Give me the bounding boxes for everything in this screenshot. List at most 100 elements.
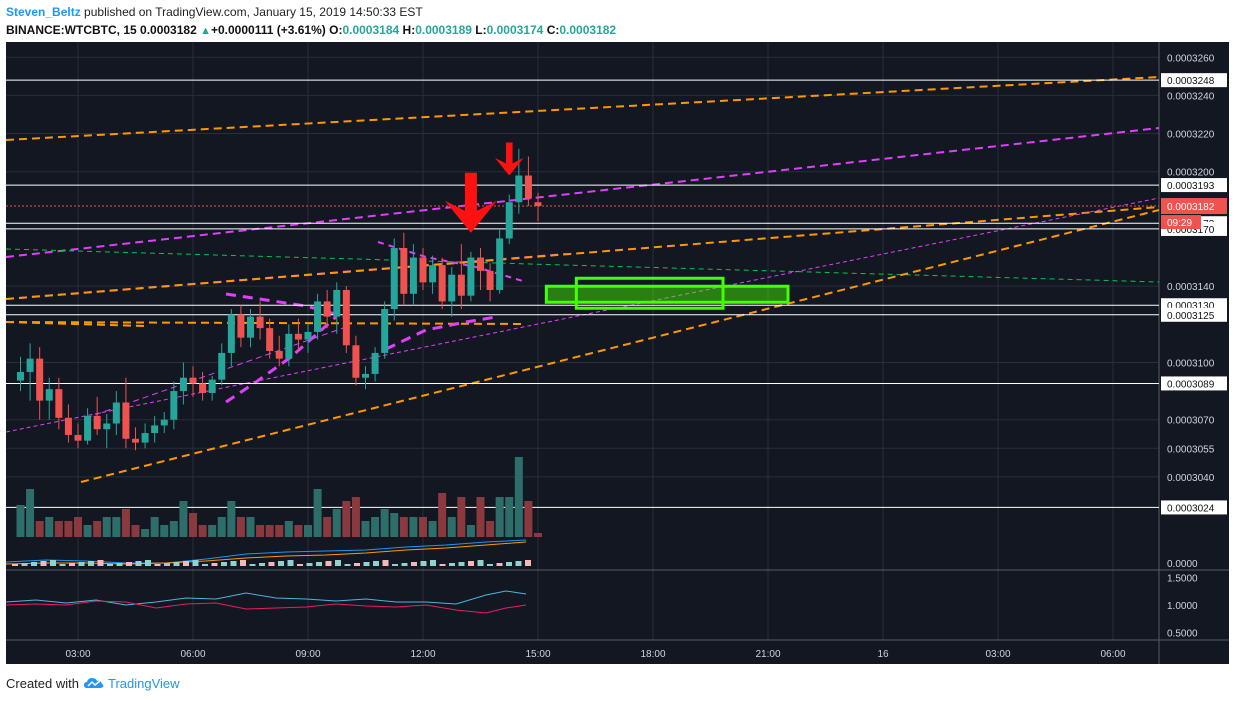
- volume-bar: [313, 489, 322, 537]
- macd-histogram-bar: [145, 560, 151, 566]
- magenta-wedge-lower: [225, 315, 337, 404]
- volume-bar: [390, 513, 399, 537]
- price-tick-label: 0.0003240: [1167, 91, 1215, 102]
- green-target-zone: [544, 284, 790, 304]
- candle-body: [170, 391, 178, 420]
- low-label: L:: [475, 23, 487, 37]
- candle-body: [409, 257, 417, 294]
- volume-bar: [93, 521, 102, 537]
- macd-histogram-bar: [31, 562, 37, 566]
- candle-body: [294, 333, 302, 340]
- volume-bar: [121, 509, 130, 537]
- symbol-name: BINANCE:WTCBTC, 15: [6, 23, 137, 37]
- macd-histogram-bar: [21, 563, 28, 566]
- volume-bar: [323, 517, 332, 537]
- last-price-label: 0.0003182: [1167, 202, 1215, 213]
- created-with-text: Created with: [6, 676, 79, 691]
- volume-bar: [380, 509, 389, 537]
- red-down-arrow-shape: [494, 142, 524, 176]
- candle-body: [362, 373, 369, 378]
- candle-body: [160, 419, 168, 426]
- volume-bar: [294, 525, 303, 537]
- volume-bar: [64, 521, 73, 537]
- macd-histogram-bar: [297, 564, 303, 566]
- macd-histogram-bar: [449, 563, 455, 566]
- tradingview-link[interactable]: TradingView: [108, 676, 180, 691]
- macd-histogram-bar: [487, 564, 493, 566]
- macd-histogram-bar: [373, 561, 379, 566]
- price-tick-label: 0.0003040: [1167, 473, 1215, 484]
- volume-bar: [438, 493, 447, 537]
- macd-histogram-bar: [78, 562, 85, 566]
- price-tick-label: 0.0003140: [1167, 282, 1215, 293]
- macd-histogram-bar: [59, 564, 66, 566]
- candle-body: [314, 301, 322, 332]
- level-label: 0.0003024: [1167, 503, 1215, 514]
- last-price-label-bg: [1161, 198, 1227, 215]
- author-name[interactable]: Steven_Beltz: [6, 5, 81, 19]
- macd-histogram-bar: [458, 562, 465, 566]
- macd-histogram-bar: [515, 561, 522, 566]
- candle-body: [381, 309, 389, 353]
- macd-histogram-bar: [506, 562, 512, 566]
- macd-histogram-bar: [392, 564, 398, 566]
- volume-bar: [246, 517, 255, 537]
- volume-bar: [160, 525, 169, 537]
- chart-svg[interactable]: 0.0003260 0.0003240 0.0003220 0.0003200 0.00…: [6, 42, 1229, 664]
- volume-bar: [419, 517, 427, 537]
- candle-body: [486, 270, 494, 290]
- macd-histogram-bar: [12, 564, 18, 566]
- candle-body: [132, 438, 139, 443]
- ratio-tick-label: 0.5000: [1167, 629, 1198, 640]
- time-tick-label: 12:00: [410, 649, 435, 660]
- volume-bar: [112, 517, 121, 537]
- macd-histogram-bar: [496, 563, 503, 566]
- candle-body: [45, 389, 53, 401]
- volume-bar: [466, 525, 475, 537]
- candle-body: [84, 415, 92, 441]
- red-down-arrow-shape: [444, 172, 497, 233]
- candle-body: [467, 257, 475, 296]
- trendline-orange-flat: [6, 321, 147, 327]
- candle-body: [199, 383, 207, 393]
- time-tick-label: 16: [877, 649, 889, 660]
- level-label: 0.0003089: [1167, 379, 1215, 390]
- high-value: 0.0003189: [415, 23, 472, 37]
- trendline-green: [6, 248, 1160, 283]
- volume-bar: [495, 497, 504, 537]
- candle-body: [247, 316, 254, 338]
- level-label: 0.0003130: [1167, 301, 1215, 312]
- candle-body: [333, 289, 341, 317]
- red-down-arrow-icon: [494, 142, 524, 176]
- open-label: O:: [329, 23, 343, 37]
- macd-histogram-bar: [525, 560, 531, 566]
- volume-bar: [141, 529, 150, 537]
- macd-histogram-bar: [154, 564, 161, 566]
- volume-bar: [131, 525, 140, 537]
- candle-body: [505, 202, 513, 239]
- candle-body: [534, 202, 542, 207]
- trendline-orange-top: [6, 76, 1160, 141]
- candles[interactable]: [17, 148, 542, 451]
- volume-bar: [74, 517, 82, 537]
- volume-bar: [534, 533, 542, 537]
- chart-area[interactable]: 0.0003260 0.0003240 0.0003220 0.0003200 0.00…: [6, 42, 1229, 664]
- candle-body: [304, 331, 312, 340]
- time-tick-label: 15:00: [525, 649, 550, 660]
- volume-bar: [208, 525, 217, 537]
- candle-body: [93, 415, 101, 430]
- time-tick-label: 18:00: [640, 649, 665, 660]
- macd-histogram-bar: [164, 563, 170, 566]
- trendline-orange-horizontal: [6, 321, 527, 325]
- level-label-bg: [1161, 376, 1227, 391]
- trendline-orange-lower: [80, 209, 1160, 483]
- volume-bar: [371, 517, 380, 537]
- price-axis[interactable]: 0.0003260 0.0003240 0.0003220 0.0003200 0.00…: [1161, 53, 1227, 640]
- macd-histogram-bar: [363, 562, 370, 566]
- time-axis[interactable]: 03:00 06:00 09:00 12:00 15:00 18:00 21:00 16 03:…: [65, 649, 1125, 660]
- candle-body: [218, 352, 226, 380]
- candle-body: [342, 289, 350, 346]
- macd-histogram-bar: [430, 560, 436, 566]
- macd-histogram-bar: [50, 560, 56, 566]
- volume-bar: [351, 497, 360, 537]
